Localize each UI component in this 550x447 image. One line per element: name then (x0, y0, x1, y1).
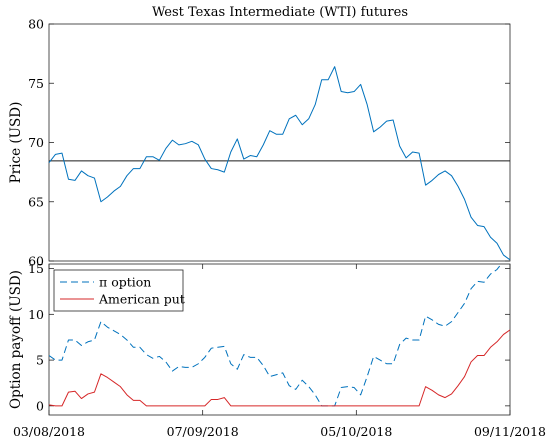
payoff-ytick-label: 10 (28, 307, 44, 322)
price-ytick-label: 80 (28, 17, 44, 32)
price-series-line (48, 66, 511, 261)
pi-option-line (49, 264, 502, 407)
price-ylabel: Price (USD) (8, 102, 24, 184)
price-panel: 60 65 70 75 80 Price (USD) (8, 17, 511, 269)
price-ytick-label: 75 (28, 76, 44, 91)
payoff-ytick-label: 15 (28, 261, 44, 276)
payoff-ytick-label: 0 (36, 398, 44, 413)
legend-label: American put (98, 292, 185, 307)
xtick-label: 05/10/2018 (320, 424, 392, 439)
payoff-panel: 0 5 10 15 03/08/2018 07/09/2018 05/10/2018 09/1… (8, 261, 546, 439)
legend-label: π option (99, 275, 151, 290)
price-ytick-label: 60 (28, 254, 44, 269)
price-axes-box (48, 23, 511, 262)
price-ytick-label: 65 (28, 194, 44, 209)
legend: π option American put (53, 269, 185, 312)
legend-box (53, 269, 184, 312)
price-ytick-label: 70 (28, 135, 44, 150)
chart-title: West Texas Intermediate (WTI) futures (152, 5, 408, 20)
xtick-label: 03/08/2018 (13, 424, 85, 439)
payoff-ytick-label: 5 (36, 353, 44, 368)
xtick-label: 07/09/2018 (167, 424, 239, 439)
american-put-line (49, 329, 510, 407)
payoff-ylabel: Option payoff (USD) (8, 270, 24, 409)
xtick-label: 09/11/2018 (474, 424, 546, 439)
payoff-plot-area (49, 264, 510, 407)
